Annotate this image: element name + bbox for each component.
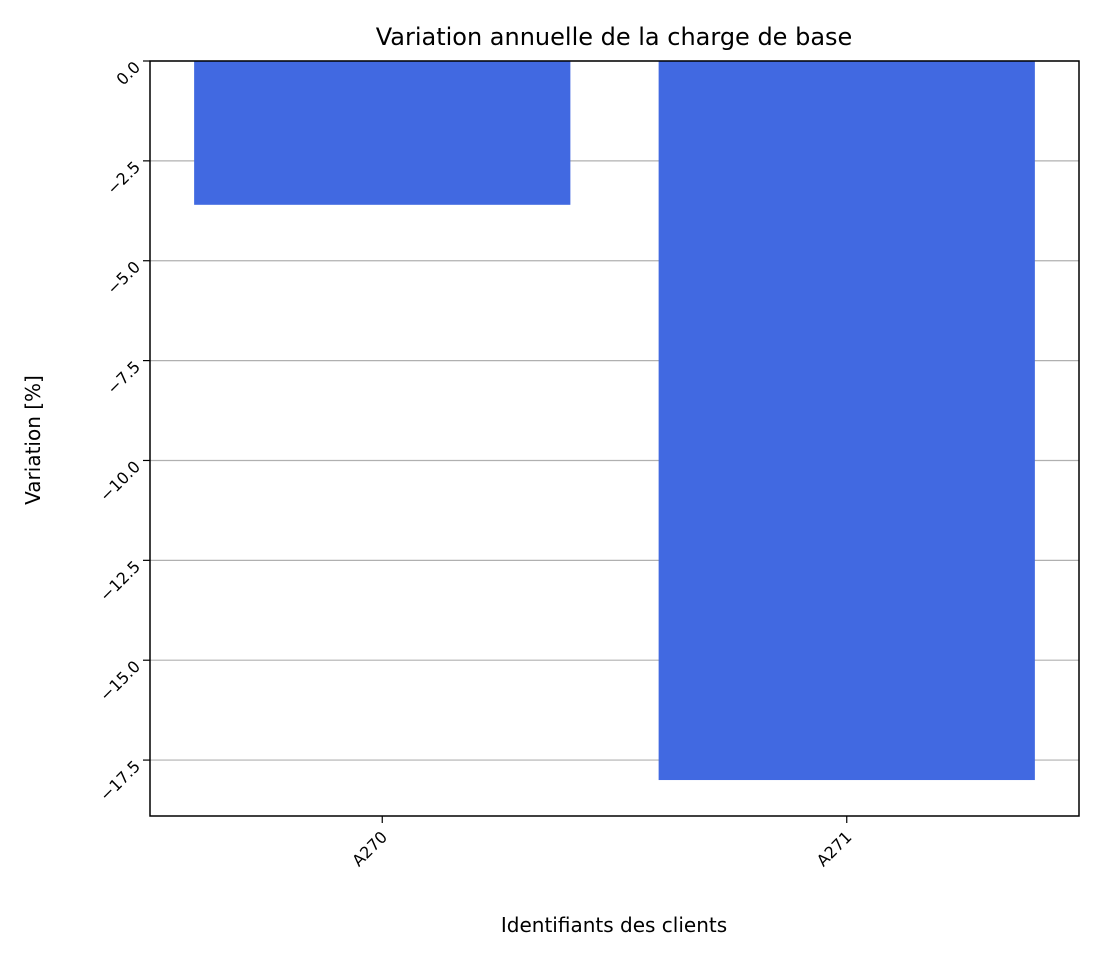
y-tick-label: −12.5 [96, 557, 144, 605]
bar-a270 [194, 61, 571, 205]
y-axis-label: Variation [%] [21, 375, 45, 505]
x-axis-ticks: A270 A271 [348, 816, 856, 870]
y-tick-label: −15.0 [96, 657, 144, 705]
x-tick-label: A270 [348, 827, 391, 870]
y-axis-ticks: 0.0 −2.5 −5.0 −7.5 −10.0 −12.5 −15.0 −17.5 [96, 58, 150, 805]
y-tick-label: −2.5 [103, 157, 144, 198]
chart-title: Variation annuelle de la charge de base [376, 23, 853, 51]
x-tick-label: A271 [813, 827, 856, 870]
y-tick-label: −10.0 [96, 457, 144, 505]
y-tick-label: −7.5 [103, 357, 144, 398]
bars [194, 61, 1035, 781]
y-tick-label: 0.0 [113, 58, 144, 89]
y-tick-label: −5.0 [103, 257, 144, 298]
bar-a271 [658, 61, 1035, 781]
x-axis-label: Identifiants des clients [501, 913, 727, 937]
plot-frame [149, 60, 1080, 817]
y-tick-label: −17.5 [96, 757, 144, 805]
